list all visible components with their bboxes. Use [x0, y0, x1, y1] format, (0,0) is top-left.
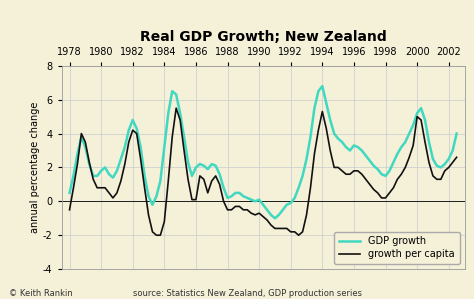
GDP growth	[67, 191, 73, 195]
growth per capita	[162, 220, 167, 223]
growth per capita	[177, 118, 183, 122]
growth per capita	[67, 208, 73, 212]
GDP growth	[454, 132, 459, 135]
growth per capita	[154, 234, 159, 237]
GDP growth	[379, 173, 384, 176]
Legend: GDP growth, growth per capita: GDP growth, growth per capita	[334, 232, 460, 264]
GDP growth	[276, 213, 282, 217]
GDP growth	[272, 216, 278, 220]
Y-axis label: annual percentage change: annual percentage change	[30, 102, 40, 233]
growth per capita	[193, 198, 199, 202]
Title: Real GDP Growth; New Zealand: Real GDP Growth; New Zealand	[140, 30, 386, 44]
growth per capita	[454, 155, 459, 159]
growth per capita	[280, 227, 286, 230]
Text: source: Statistics New Zealand, GDP production series: source: Statistics New Zealand, GDP prod…	[133, 289, 362, 298]
GDP growth	[319, 84, 325, 88]
GDP growth	[157, 179, 163, 183]
growth per capita	[268, 223, 274, 227]
GDP growth	[185, 161, 191, 164]
Text: © Keith Rankin: © Keith Rankin	[9, 289, 73, 298]
GDP growth	[169, 89, 175, 93]
GDP growth	[260, 203, 266, 207]
Line: growth per capita: growth per capita	[70, 108, 456, 235]
growth per capita	[379, 196, 384, 200]
Line: GDP growth: GDP growth	[70, 86, 456, 218]
growth per capita	[173, 106, 179, 110]
